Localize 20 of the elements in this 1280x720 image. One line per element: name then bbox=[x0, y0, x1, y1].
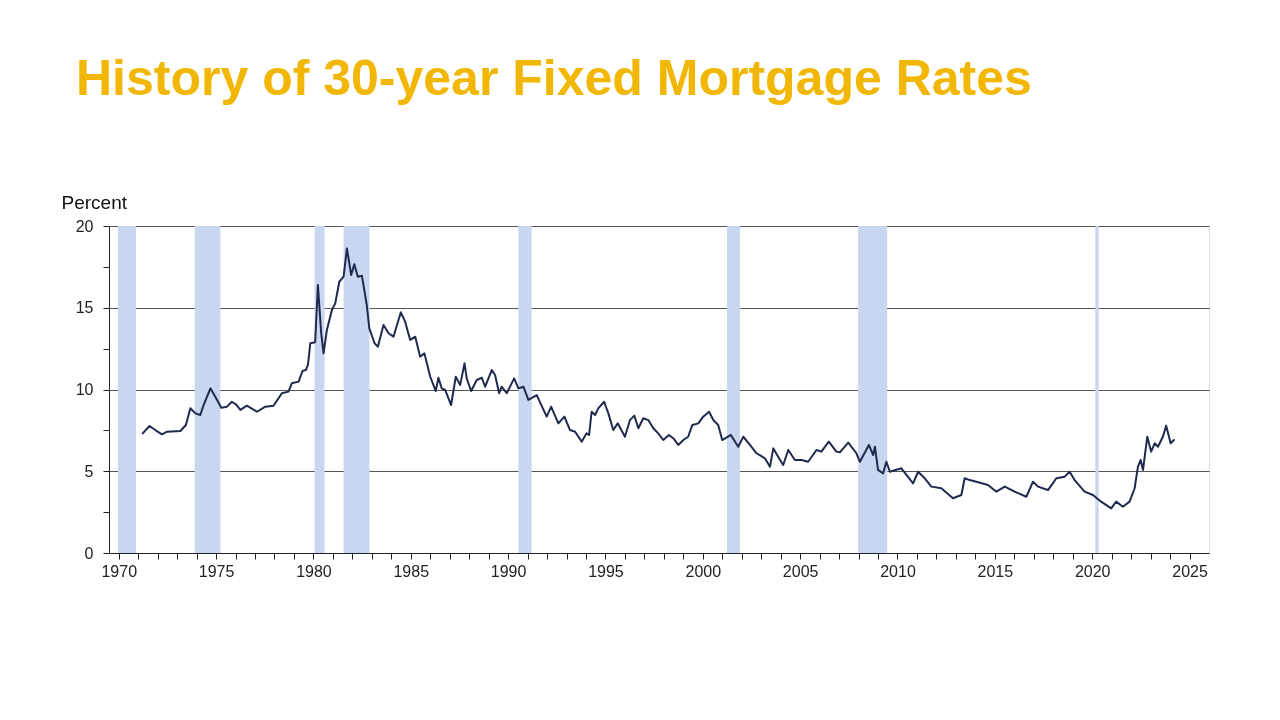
y-tick-label: 15 bbox=[75, 299, 94, 317]
x-tick-label: 1975 bbox=[198, 562, 235, 580]
x-tick-label: 2020 bbox=[1074, 562, 1111, 580]
y-tick-label: 0 bbox=[84, 544, 94, 562]
y-axis-title: Percent bbox=[61, 191, 128, 213]
x-tick-label: 2025 bbox=[1172, 562, 1208, 580]
x-tick-label: 2000 bbox=[685, 562, 722, 580]
x-tick-label: 2005 bbox=[782, 562, 819, 580]
x-tick-label: 1980 bbox=[296, 562, 332, 580]
x-tick-label: 2010 bbox=[880, 562, 916, 580]
x-tick-label: 1970 bbox=[101, 562, 138, 580]
y-tick-label: 5 bbox=[84, 462, 94, 480]
chart-title: History of 30-year Fixed Mortgage Rates bbox=[76, 50, 1032, 106]
x-tick-label: 1990 bbox=[490, 562, 527, 580]
y-tick-label: 20 bbox=[75, 217, 94, 235]
line-series bbox=[141, 247, 1175, 510]
x-tick-label: 2015 bbox=[977, 562, 1014, 580]
x-tick-label: 1995 bbox=[588, 562, 624, 580]
y-tick-label: 10 bbox=[75, 381, 94, 398]
x-tick-label: 1985 bbox=[393, 562, 430, 580]
